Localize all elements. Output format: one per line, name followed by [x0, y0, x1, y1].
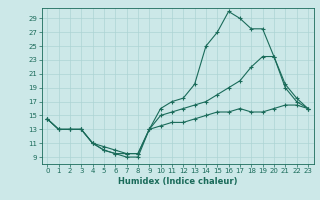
- X-axis label: Humidex (Indice chaleur): Humidex (Indice chaleur): [118, 177, 237, 186]
